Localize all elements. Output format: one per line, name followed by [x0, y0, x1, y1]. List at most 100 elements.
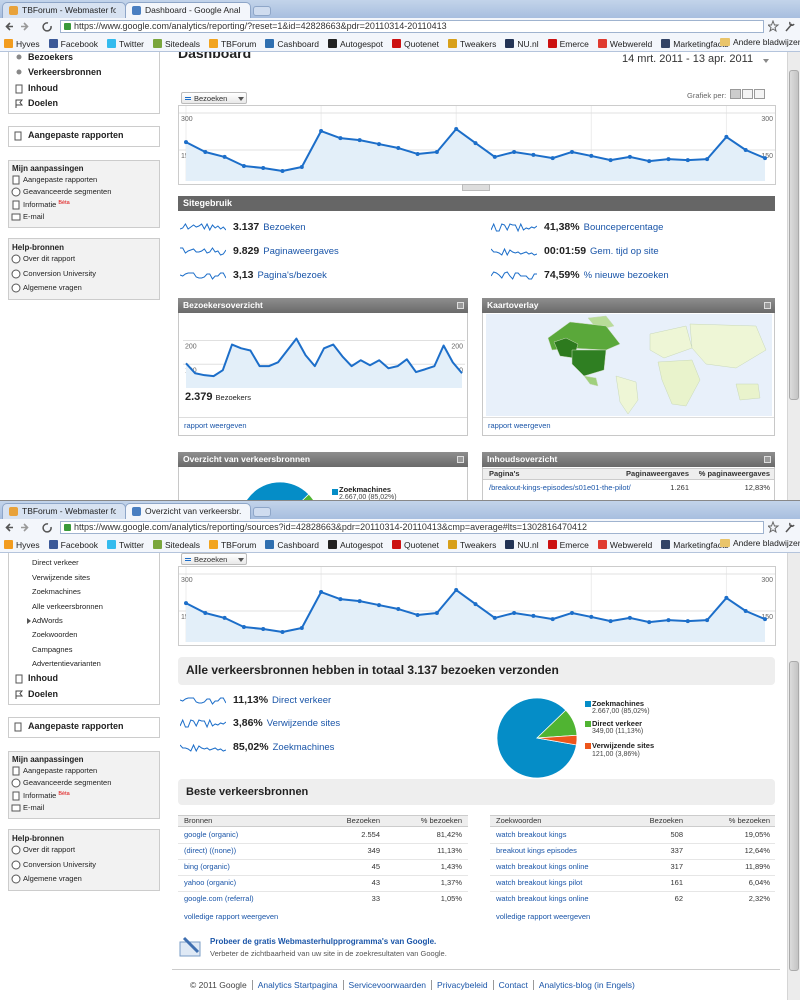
panel-close[interactable]	[457, 456, 464, 463]
wrench-button[interactable]	[785, 21, 795, 32]
graph-by-button[interactable]	[730, 89, 741, 99]
sub-nav-item[interactable]: Campagnes	[32, 645, 73, 654]
chart-toggle[interactable]	[462, 184, 490, 191]
bookmark[interactable]: Webwereld	[597, 540, 652, 550]
metric-dropdown[interactable]: Bezoeken	[181, 553, 247, 565]
sub-nav-item[interactable]: Direct verkeer	[32, 558, 79, 567]
bookmark[interactable]: Emerce	[547, 39, 589, 49]
table-link[interactable]: google.com (referral)	[184, 894, 254, 903]
nav-item[interactable]: Verkeersbronnen	[28, 67, 102, 77]
bookmark[interactable]: NU.nl	[505, 39, 539, 49]
report-link[interactable]: rapport weergeven	[488, 421, 551, 430]
bookmark[interactable]: Autogespot	[327, 540, 383, 550]
table-link[interactable]: yahoo (organic)	[184, 878, 237, 887]
bookmark[interactable]: Marketingfacts	[661, 540, 729, 550]
metric-label[interactable]: Direct verkeer	[272, 695, 332, 706]
bookmark[interactable]: Facebook	[48, 540, 98, 550]
metric-label[interactable]: Pagina's/bezoek	[257, 270, 327, 281]
help-item[interactable]: Over dit rapport	[23, 254, 76, 263]
bookmark[interactable]: Emerce	[547, 540, 589, 550]
table-link[interactable]: breakout kings episodes	[496, 846, 577, 855]
metric-label[interactable]: Gem. tijd op site	[590, 246, 659, 257]
bookmark[interactable]: Quotenet	[392, 39, 439, 49]
metric-label[interactable]: Bouncepercentage	[583, 222, 664, 233]
address-bar[interactable]: https://www.google.com/analytics/reporti…	[60, 20, 764, 33]
footer-link[interactable]: Contact	[492, 980, 533, 990]
new-tab-button[interactable]	[253, 507, 271, 517]
help-item[interactable]: Conversion University	[23, 859, 96, 869]
nav-item[interactable]: Doelen	[28, 98, 59, 108]
active-tab[interactable]: Dashboard - Google Anal...	[125, 2, 251, 18]
bookmark[interactable]: Autogespot	[327, 39, 383, 49]
reload-button[interactable]	[42, 22, 52, 32]
nav-item[interactable]: Doelen	[28, 689, 59, 699]
bookmark[interactable]: NU.nl	[505, 540, 539, 550]
table-link[interactable]: watch breakout kings pilot	[496, 878, 583, 887]
date-range[interactable]: 14 mrt. 2011 - 13 apr. 2011	[622, 53, 754, 65]
custom-reports-link[interactable]: Aangepaste rapporten	[28, 721, 124, 731]
new-tab-button[interactable]	[253, 6, 271, 16]
metric-label[interactable]: Bezoeken	[263, 222, 306, 233]
table-link[interactable]: (direct) ((none))	[184, 846, 237, 855]
help-item[interactable]: Algemene vragen	[23, 283, 82, 292]
bookmark[interactable]: Sitedeals	[153, 39, 200, 49]
other-bookmarks[interactable]: Andere bladwijzers	[720, 37, 800, 47]
back-button[interactable]	[5, 22, 14, 31]
footer-link[interactable]: Analytics-blog (in Engels)	[532, 980, 640, 990]
tab[interactable]: TBForum - Webmaster fo...	[2, 2, 126, 18]
table-link[interactable]: watch breakout kings	[496, 830, 567, 839]
table-footer-link[interactable]: volledige rapport weergeven	[184, 912, 279, 921]
my-custom-item[interactable]: Informatie	[23, 199, 57, 209]
table-link[interactable]: watch breakout kings online	[496, 894, 589, 903]
bookmark[interactable]: Webwereld	[597, 39, 652, 49]
help-item[interactable]: Algemene vragen	[23, 874, 82, 883]
table-link[interactable]: google (organic)	[184, 830, 239, 839]
graph-by-button[interactable]	[742, 89, 753, 99]
bookmark[interactable]: Cashboard	[265, 39, 319, 49]
bookmark[interactable]: Quotenet	[392, 540, 439, 550]
table-footer-link[interactable]: volledige rapport weergeven	[496, 912, 591, 921]
my-custom-item[interactable]: Informatie	[23, 790, 57, 800]
bookmark[interactable]: Hyves	[4, 540, 40, 550]
metric-label[interactable]: Zoekmachines	[272, 742, 335, 753]
sub-nav-item[interactable]: Verwijzende sites	[32, 573, 90, 582]
bookmark[interactable]: TBForum	[208, 540, 256, 550]
forward-button[interactable]	[21, 523, 29, 532]
bookmark[interactable]: Sitedeals	[153, 540, 200, 550]
promo-title[interactable]: Probeer de gratis Webmasterhulpprogramma…	[210, 937, 437, 946]
active-tab[interactable]: Overzicht van verkeersbr...	[125, 503, 251, 519]
bookmark[interactable]: Cashboard	[265, 540, 319, 550]
other-bookmarks[interactable]: Andere bladwijzers	[720, 538, 800, 548]
sub-nav-item[interactable]: Advertentievarianten	[32, 659, 101, 668]
forward-button[interactable]	[21, 22, 29, 31]
star-button[interactable]	[768, 521, 780, 534]
custom-reports-link[interactable]: Aangepaste rapporten	[28, 130, 124, 140]
sub-nav-item[interactable]: Alle verkeersbronnen	[32, 602, 103, 611]
table-link[interactable]: bing (organic)	[184, 862, 230, 871]
my-custom-item[interactable]: Aangepaste rapporten	[23, 175, 98, 184]
bookmark[interactable]: Hyves	[4, 39, 40, 49]
metric-label[interactable]: % nieuwe bezoeken	[583, 270, 669, 281]
help-item[interactable]: Conversion University	[23, 268, 96, 278]
back-button[interactable]	[5, 523, 14, 532]
scrollbar-thumb[interactable]	[789, 661, 799, 971]
wrench-button[interactable]	[785, 522, 795, 533]
nav-item[interactable]: Inhoud	[28, 673, 58, 683]
sub-nav-item[interactable]: Zoekmachines	[32, 587, 81, 596]
footer-link[interactable]: Analytics Startpagina	[251, 980, 343, 990]
bookmark[interactable]: Facebook	[48, 39, 98, 49]
scrollbar-thumb[interactable]	[789, 70, 799, 400]
my-custom-item[interactable]: E-mail	[23, 802, 45, 812]
bookmark[interactable]: Tweakers	[447, 540, 496, 550]
bookmark[interactable]: Tweakers	[447, 39, 496, 49]
panel-close[interactable]	[764, 456, 771, 463]
bookmark[interactable]: Marketingfacts	[661, 39, 729, 49]
bookmark[interactable]: TBForum	[208, 39, 256, 49]
footer-link[interactable]: Servicevoorwaarden	[342, 980, 431, 990]
star-button[interactable]	[768, 20, 780, 33]
tab[interactable]: TBForum - Webmaster fo...	[2, 503, 126, 519]
my-custom-item[interactable]: Geavanceerde segmenten	[23, 187, 112, 197]
my-custom-item[interactable]: E-mail	[23, 211, 45, 221]
panel-close[interactable]	[764, 302, 771, 309]
my-custom-item[interactable]: Aangepaste rapporten	[23, 766, 98, 775]
